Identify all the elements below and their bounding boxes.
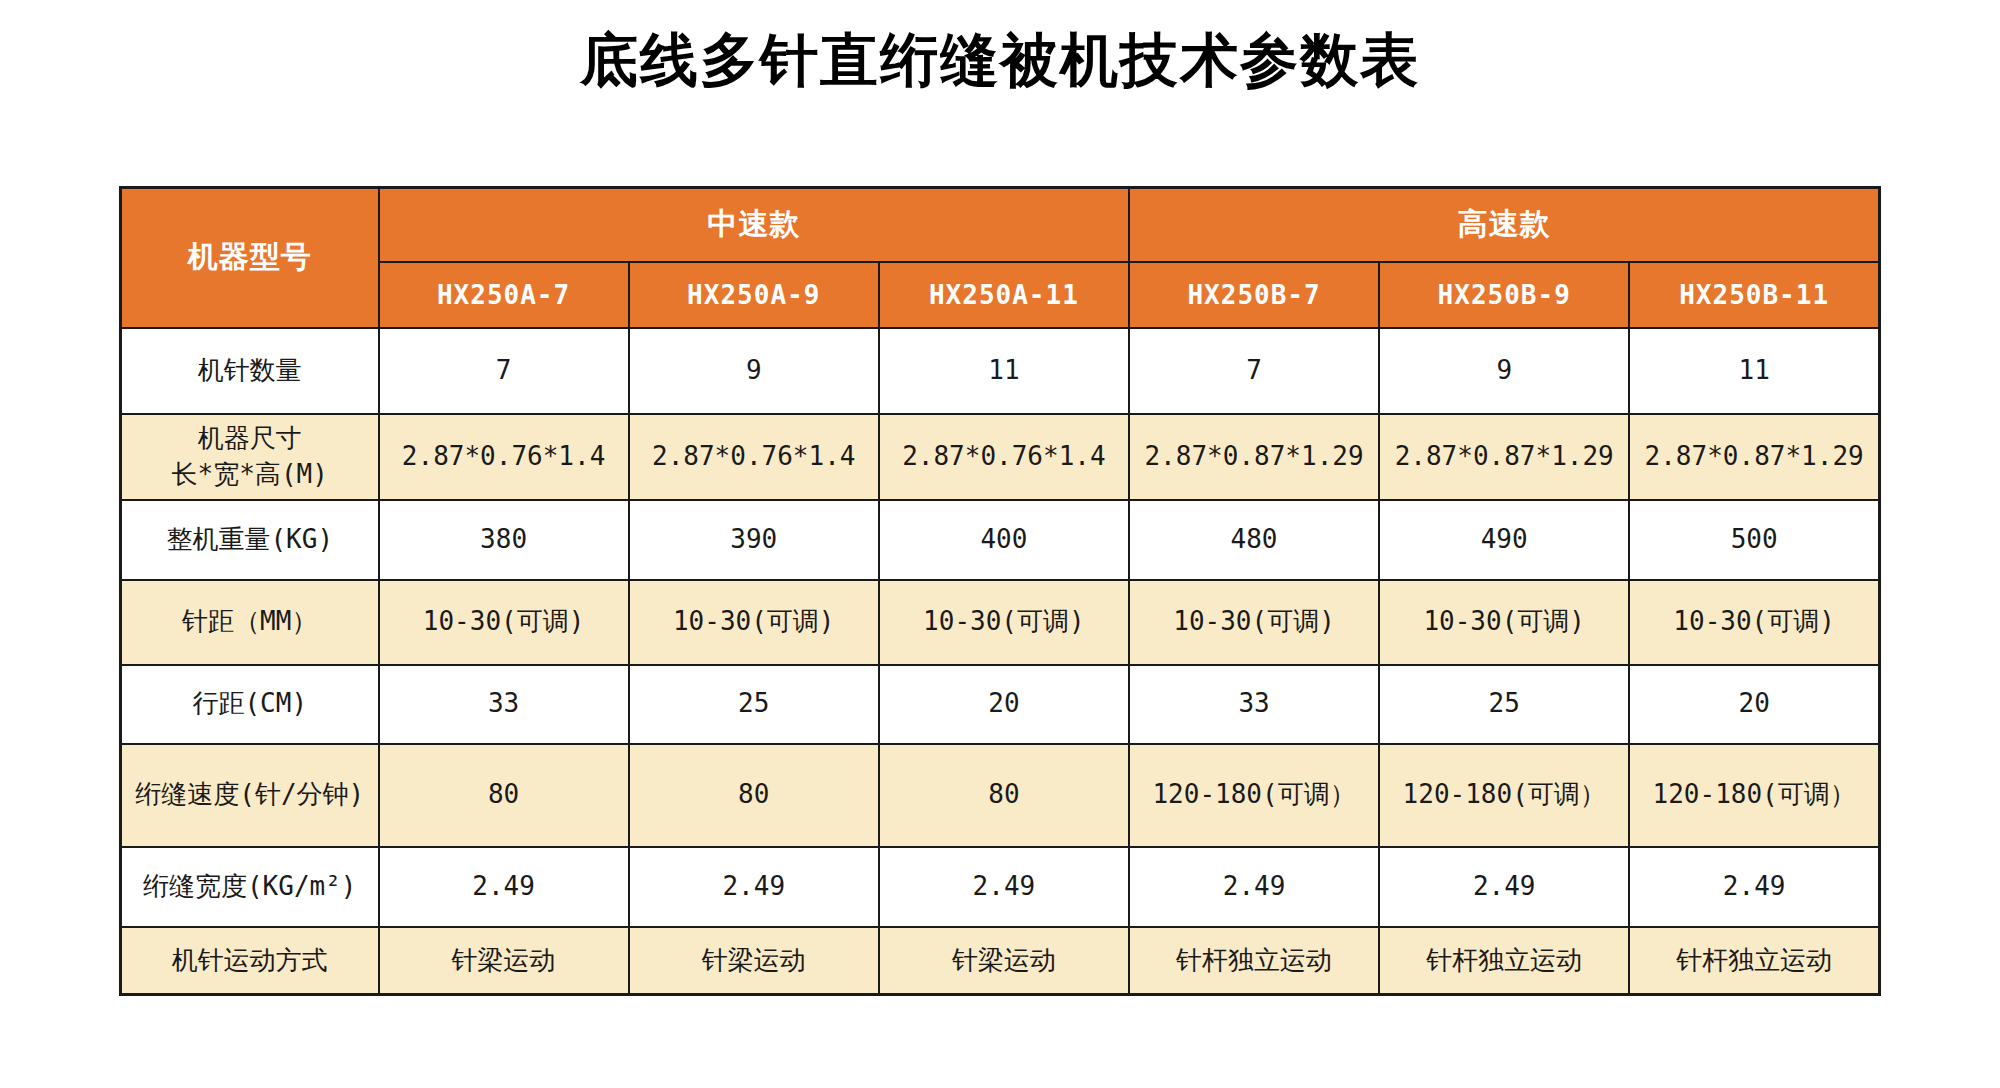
table-cell: 400: [879, 500, 1129, 580]
table-cell: 480: [1129, 500, 1379, 580]
table-row-machine-size: 机器尺寸 长*宽*高(M) 2.87*0.76*1.4 2.87*0.76*1.…: [121, 414, 1880, 500]
table-cell: 2.87*0.87*1.29: [1629, 414, 1879, 500]
table-cell: 20: [879, 665, 1129, 744]
row-label: 整机重量(KG): [121, 500, 379, 580]
table-cell: 2.49: [379, 847, 629, 927]
table-cell: 80: [379, 744, 629, 847]
row-label: 绗缝宽度(KG/m²): [121, 847, 379, 927]
table-cell: 120-180(可调）: [1129, 744, 1379, 847]
group-header-mid-speed: 中速款: [379, 188, 1129, 262]
table-cell: 10-30(可调): [879, 580, 1129, 665]
model-header-hx250a-9: HX250A-9: [629, 262, 879, 328]
table-cell: 10-30(可调): [1129, 580, 1379, 665]
table-row-row-spacing: 行距(CM) 33 25 20 33 25 20: [121, 665, 1880, 744]
table-cell: 380: [379, 500, 629, 580]
table-cell: 80: [879, 744, 1129, 847]
table-row-quilting-speed: 绗缝速度(针/分钟) 80 80 80 120-180(可调） 120-180(…: [121, 744, 1880, 847]
table-cell: 10-30(可调): [1629, 580, 1879, 665]
table-cell: 2.49: [1379, 847, 1629, 927]
table-cell: 2.87*0.76*1.4: [379, 414, 629, 500]
table-cell: 2.49: [1629, 847, 1879, 927]
table-row-needle-motion: 机针运动方式 针梁运动 针梁运动 针梁运动 针杆独立运动 针杆独立运动 针杆独立…: [121, 927, 1880, 995]
page-title: 底线多针直绗缝被机技术参数表: [0, 22, 2000, 100]
spec-table: 机器型号 中速款 高速款 HX250A-7 HX250A-9 HX250A-11…: [119, 186, 1881, 996]
table-cell: 25: [629, 665, 879, 744]
model-header-hx250a-7: HX250A-7: [379, 262, 629, 328]
table-cell: 80: [629, 744, 879, 847]
table-row-needle-count: 机针数量 7 9 11 7 9 11: [121, 328, 1880, 414]
table-cell: 33: [379, 665, 629, 744]
table-cell: 10-30(可调): [1379, 580, 1629, 665]
page: 底线多针直绗缝被机技术参数表 机器型号 中速款 高速款 HX250A-7 HX2…: [0, 0, 2000, 1088]
table-cell: 500: [1629, 500, 1879, 580]
table-cell: 针梁运动: [629, 927, 879, 995]
group-header-high-speed: 高速款: [1129, 188, 1880, 262]
table-cell: 2.49: [879, 847, 1129, 927]
table-cell: 25: [1379, 665, 1629, 744]
table-cell: 120-180(可调）: [1629, 744, 1879, 847]
table-cell: 9: [1379, 328, 1629, 414]
table-cell: 2.87*0.87*1.29: [1129, 414, 1379, 500]
table-cell: 10-30(可调): [629, 580, 879, 665]
model-header-hx250b-7: HX250B-7: [1129, 262, 1379, 328]
table-cell: 9: [629, 328, 879, 414]
row-label: 机针运动方式: [121, 927, 379, 995]
table-cell: 7: [1129, 328, 1379, 414]
table-cell: 2.87*0.87*1.29: [1379, 414, 1629, 500]
table-row-needle-pitch: 针距（MM） 10-30(可调) 10-30(可调) 10-30(可调) 10-…: [121, 580, 1880, 665]
header-model-row: HX250A-7 HX250A-9 HX250A-11 HX250B-7 HX2…: [121, 262, 1880, 328]
row-label: 绗缝速度(针/分钟): [121, 744, 379, 847]
table-cell: 10-30(可调): [379, 580, 629, 665]
model-header-hx250b-9: HX250B-9: [1379, 262, 1629, 328]
table-cell: 7: [379, 328, 629, 414]
table-cell: 2.87*0.76*1.4: [629, 414, 879, 500]
table-cell: 490: [1379, 500, 1629, 580]
row-label: 机器尺寸 长*宽*高(M): [121, 414, 379, 500]
table-cell: 20: [1629, 665, 1879, 744]
table-cell: 2.87*0.76*1.4: [879, 414, 1129, 500]
table-cell: 针梁运动: [379, 927, 629, 995]
table-row-quilting-width: 绗缝宽度(KG/m²) 2.49 2.49 2.49 2.49 2.49 2.4…: [121, 847, 1880, 927]
table-cell: 针杆独立运动: [1629, 927, 1879, 995]
model-header-hx250a-11: HX250A-11: [879, 262, 1129, 328]
table-cell: 120-180(可调）: [1379, 744, 1629, 847]
row-label: 机针数量: [121, 328, 379, 414]
table-cell: 11: [1629, 328, 1879, 414]
table-row-weight: 整机重量(KG) 380 390 400 480 490 500: [121, 500, 1880, 580]
table-cell: 针杆独立运动: [1129, 927, 1379, 995]
table-cell: 33: [1129, 665, 1379, 744]
row-label: 针距（MM）: [121, 580, 379, 665]
table-cell: 11: [879, 328, 1129, 414]
table-cell: 针梁运动: [879, 927, 1129, 995]
table-cell: 2.49: [1129, 847, 1379, 927]
corner-header-machine-model: 机器型号: [121, 188, 379, 328]
model-header-hx250b-11: HX250B-11: [1629, 262, 1879, 328]
row-label: 行距(CM): [121, 665, 379, 744]
table-cell: 针杆独立运动: [1379, 927, 1629, 995]
table-cell: 2.49: [629, 847, 879, 927]
header-group-row: 机器型号 中速款 高速款: [121, 188, 1880, 262]
table-cell: 390: [629, 500, 879, 580]
